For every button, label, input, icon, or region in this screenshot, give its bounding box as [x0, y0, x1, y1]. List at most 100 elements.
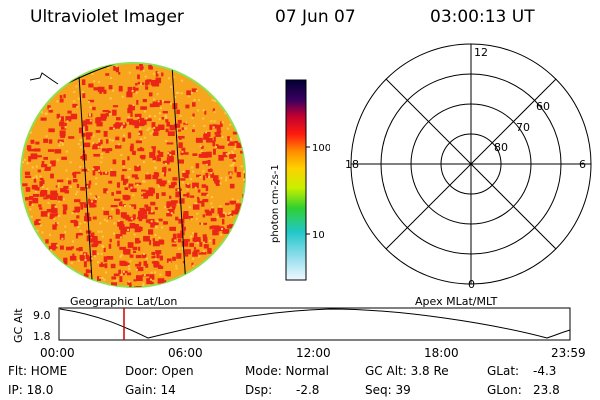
speckle-mark	[202, 250, 205, 253]
speckle-mark	[102, 114, 105, 120]
speckle-mark	[49, 163, 52, 166]
status-seq: Seq: 39	[365, 383, 411, 397]
speckle-mark	[163, 170, 166, 177]
speckle-mark	[231, 150, 234, 153]
speckle-mark	[194, 202, 197, 205]
speckle-mark	[162, 240, 165, 245]
speckle-mark	[77, 97, 80, 100]
speckle-mark	[48, 128, 55, 133]
speckle-mark	[190, 178, 193, 181]
speckle-mark	[50, 208, 58, 214]
speckle-mark	[166, 142, 174, 145]
speckle-mark	[83, 204, 88, 208]
speckle-mark	[127, 176, 130, 179]
speckle-mark	[97, 145, 100, 148]
speckle-mark	[126, 272, 132, 276]
coastline	[29, 72, 59, 85]
speckle-mark	[179, 114, 182, 117]
speckle-mark	[182, 261, 185, 264]
speckle-mark	[103, 247, 106, 253]
time-tick-0000: 00:00	[40, 346, 75, 360]
speckle-mark	[171, 238, 177, 243]
speckle-mark	[57, 179, 64, 183]
speckle-mark	[143, 180, 146, 183]
speckle-mark	[73, 219, 76, 225]
speckle-mark	[193, 237, 200, 242]
speckle-mark	[224, 212, 227, 215]
speckle-mark	[120, 254, 123, 257]
speckle-mark	[197, 198, 200, 203]
speckle-mark	[99, 276, 102, 279]
speckle-mark	[141, 154, 146, 160]
speckle-mark	[103, 256, 108, 263]
speckle-mark	[132, 246, 138, 251]
speckle-mark	[210, 202, 213, 205]
speckle-mark	[130, 186, 133, 189]
speckle-mark	[78, 127, 83, 134]
speckle-mark	[75, 85, 78, 88]
speckle-mark	[153, 126, 156, 129]
speckle-mark	[81, 138, 84, 141]
speckle-mark	[100, 146, 103, 149]
speckle-mark	[128, 104, 131, 108]
speckle-mark	[213, 136, 216, 142]
status-ip: IP: 18.0	[8, 383, 54, 397]
speckle-mark	[84, 212, 90, 219]
status-flt: Flt: HOME	[8, 364, 68, 378]
speckle-mark	[131, 90, 134, 92]
speckle-mark	[225, 202, 230, 206]
speckle-mark	[34, 148, 41, 152]
speckle-mark	[158, 218, 163, 222]
speckle-mark	[206, 194, 209, 197]
speckle-mark	[117, 122, 125, 128]
speckle-mark	[127, 265, 130, 268]
speckle-mark	[75, 212, 78, 215]
speckle-mark	[120, 127, 123, 130]
speckle-mark	[97, 230, 100, 233]
speckle-mark	[229, 176, 232, 179]
speckle-mark	[152, 82, 160, 87]
speckle-mark	[60, 132, 66, 138]
speckle-mark	[122, 270, 125, 273]
speckle-mark	[129, 223, 136, 229]
speckle-mark	[50, 249, 53, 252]
speckle-mark	[196, 174, 201, 178]
speckle-mark	[145, 190, 151, 196]
speckle-mark	[84, 216, 89, 222]
speckle-mark	[150, 201, 156, 206]
speckle-mark	[197, 196, 200, 200]
speckle-mark	[80, 204, 84, 210]
speckle-mark	[92, 216, 97, 220]
speckle-mark	[93, 153, 100, 157]
speckle-mark	[195, 217, 198, 220]
speckle-mark	[152, 150, 156, 155]
speckle-mark	[182, 213, 189, 219]
speckle-mark	[184, 127, 187, 130]
speckle-mark	[154, 271, 156, 274]
speckle-mark	[54, 205, 57, 208]
mlt-label-12: 12	[474, 46, 488, 59]
speckle-mark	[127, 216, 133, 222]
speckle-mark	[158, 112, 161, 115]
speckle-mark	[154, 207, 158, 210]
speckle-mark	[72, 179, 78, 183]
speckle-mark	[212, 229, 219, 236]
speckle-mark	[29, 208, 32, 211]
speckle-mark	[91, 236, 98, 242]
speckle-mark	[149, 132, 152, 135]
speckle-mark	[135, 263, 142, 267]
speckle-mark	[108, 180, 113, 184]
speckle-mark	[79, 202, 86, 205]
speckle-mark	[180, 151, 184, 156]
speckle-mark	[145, 219, 149, 223]
speckle-mark	[78, 259, 81, 262]
aurora-emission-speckle	[22, 64, 245, 287]
speckle-mark	[229, 138, 232, 141]
speckle-mark	[127, 156, 130, 161]
speckle-mark	[164, 206, 167, 209]
speckle-mark	[122, 137, 126, 142]
speckle-mark	[115, 65, 118, 68]
speckle-mark	[138, 240, 141, 243]
speckle-mark	[184, 173, 189, 179]
speckle-mark	[167, 208, 173, 212]
